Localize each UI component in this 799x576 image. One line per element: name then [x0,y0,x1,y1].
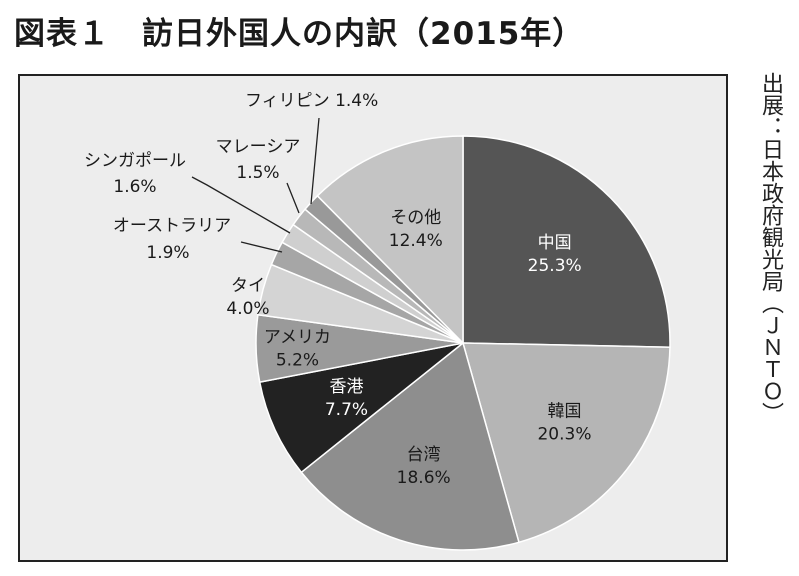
slice-label-マレーシア-name: マレーシア [216,137,301,157]
slice-label-タイ-value: 4.0% [226,299,269,319]
source-note: 出展：日本政府観光局（ＪＮＴＯ） [758,72,783,424]
pie-slice-中国 [462,135,671,348]
slice-label-香港-name: 香港 [329,377,363,397]
slice-label-アメリカ-value: 5.2% [276,350,319,370]
slice-label-マレーシア-value: 1.5% [236,163,279,183]
slice-label-アメリカ-name: アメリカ [264,327,331,347]
page-title: 図表１ 訪日外国人の内訳（2015年） [14,16,585,52]
slice-label-香港-value: 7.7% [325,400,368,420]
slice-label-オーストラリア-value: 1.9% [146,243,189,263]
leader-line-オーストラリア [240,241,283,253]
pie-slice-韓国 [462,342,671,544]
leader-line-シンガポール [191,176,291,234]
slice-label-韓国-value: 20.3% [537,425,591,445]
slice-label-その他-name: その他 [390,208,441,228]
slice-label-その他-value: 12.4% [389,231,443,251]
slice-label-台湾-value: 18.6% [397,468,451,488]
slice-label-中国-value: 25.3% [528,256,582,276]
slice-label-オーストラリア-name: オーストラリア [113,216,231,236]
slice-label-タイ-name: タイ [231,276,265,296]
slice-label-台湾-name: 台湾 [407,445,441,465]
leader-line-フィリピン [310,117,320,205]
pie-slice-香港 [258,342,464,474]
slice-label-韓国-name: 韓国 [547,402,581,422]
slice-label-シンガポール-name: シンガポール [84,151,186,171]
slice-label-シンガポール-value: 1.6% [113,177,156,197]
pie-slice-その他 [316,135,464,345]
slice-label-フィリピン: フィリピン 1.4% [245,91,378,111]
pie-slice-台湾 [300,341,520,551]
leader-line-マレーシア [286,182,300,214]
slice-label-中国-name: 中国 [538,233,572,253]
